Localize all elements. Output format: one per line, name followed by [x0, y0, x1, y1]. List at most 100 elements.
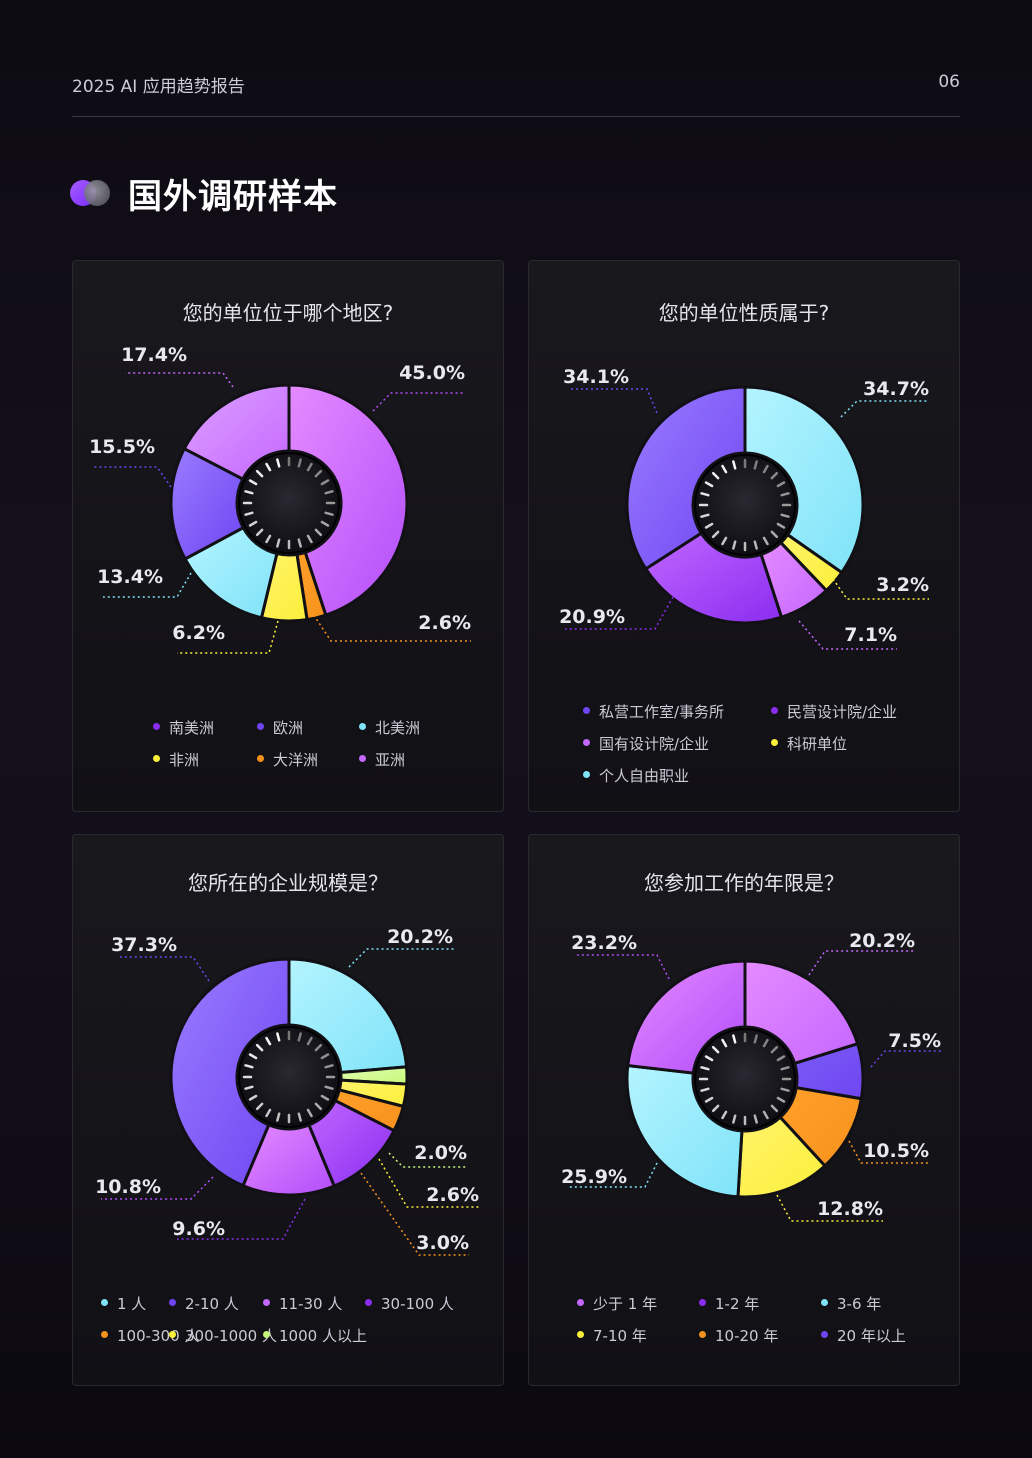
- data-label: 7.5%: [888, 1030, 941, 1052]
- legend-swatch-icon: [577, 1299, 584, 1306]
- legend-item: 民营设计院/企业: [771, 701, 897, 722]
- donut-slice: [643, 531, 784, 625]
- legend-swatch-icon: [821, 1299, 828, 1306]
- legend-label: 1-2 年: [715, 1295, 760, 1313]
- legend-label: 南美洲: [169, 719, 215, 737]
- legend-item: 欧洲: [257, 717, 303, 738]
- leader-line: [348, 948, 455, 968]
- legend-item: 北美洲: [359, 717, 420, 738]
- section-bullet-icon: [70, 178, 114, 208]
- legend-item: 南美洲: [153, 717, 214, 738]
- chart-card-region: 您的单位位于哪个地区? 45.0% 2.6% 6.2% 13.4% 15.5% 17.4%…: [72, 260, 504, 812]
- data-label: 2.0%: [414, 1142, 467, 1164]
- legend-label: 个人自由职业: [599, 767, 690, 785]
- data-label: 2.6%: [418, 612, 471, 634]
- legend-swatch-icon: [263, 1299, 270, 1306]
- leader-line: [776, 1194, 883, 1222]
- leader-line: [577, 954, 670, 980]
- donut-slice: [287, 957, 409, 1075]
- legend-swatch-icon: [771, 739, 778, 746]
- leader-line: [101, 1176, 214, 1200]
- legend-swatch-icon: [365, 1299, 372, 1306]
- legend-item: 7-10 年: [577, 1325, 647, 1346]
- legend-label: 欧洲: [273, 719, 304, 737]
- legend-item: 私营工作室/事务所: [583, 701, 724, 722]
- legend-label: 100-300 人: [117, 1327, 200, 1345]
- leader-line: [93, 466, 172, 488]
- legend-label: 民营设计院/企业: [787, 703, 898, 721]
- legend-swatch-icon: [263, 1331, 270, 1338]
- data-label: 34.7%: [863, 378, 929, 400]
- data-label: 6.2%: [172, 622, 225, 644]
- legend-swatch-icon: [821, 1331, 828, 1338]
- data-label: 3.2%: [876, 574, 929, 596]
- donut-slice: [743, 385, 865, 575]
- data-label: 12.8%: [817, 1198, 883, 1220]
- chart-title: 您的单位位于哪个地区?: [182, 301, 394, 325]
- legend-label: 亚洲: [375, 751, 406, 769]
- donut-slice: [169, 957, 291, 1188]
- legend-swatch-icon: [771, 707, 778, 714]
- legend-swatch-icon: [577, 1331, 584, 1338]
- leader-line: [569, 388, 658, 414]
- data-label: 9.6%: [172, 1218, 225, 1240]
- legend-swatch-icon: [153, 723, 160, 730]
- data-label: 10.8%: [95, 1176, 161, 1198]
- legend-item: 大洋洲: [257, 749, 318, 770]
- donut-slice: [625, 385, 747, 571]
- legend-label: 3-6 年: [837, 1295, 882, 1313]
- leader-line: [360, 1172, 469, 1256]
- leader-line: [388, 1152, 467, 1168]
- legend-label: 私营工作室/事务所: [599, 703, 725, 721]
- chart-title: 您的单位性质属于?: [658, 301, 830, 325]
- data-label: 17.4%: [121, 344, 187, 366]
- data-label: 34.1%: [563, 366, 629, 388]
- leader-line: [117, 956, 210, 982]
- data-label: 13.4%: [97, 566, 163, 588]
- legend-item: 1000 人以上: [263, 1325, 367, 1346]
- legend-swatch-icon: [583, 707, 590, 714]
- legend-swatch-icon: [583, 739, 590, 746]
- legend-item: 非洲: [153, 749, 199, 770]
- chart-card-unit-type: 您的单位性质属于? 34.7% 3.2% 7.1% 20.9% 34.1% 私营工作室/…: [528, 260, 960, 812]
- legend-label: 1000 人以上: [279, 1327, 367, 1345]
- donut-slice: [743, 959, 860, 1066]
- legend-item: 2-10 人: [169, 1293, 239, 1314]
- legend-label: 11-30 人: [279, 1295, 343, 1313]
- legend-swatch-icon: [699, 1331, 706, 1338]
- legend-label: 20 年以上: [837, 1327, 906, 1345]
- legend-swatch-icon: [101, 1299, 108, 1306]
- data-label: 37.3%: [111, 934, 177, 956]
- legend-item: 300-1000 人: [169, 1325, 277, 1346]
- leader-line: [310, 610, 471, 642]
- legend-item: 少于 1 年: [577, 1293, 657, 1314]
- data-label: 15.5%: [89, 436, 155, 458]
- legend-swatch-icon: [169, 1299, 176, 1306]
- data-label: 45.0%: [399, 362, 465, 384]
- donut-center-dial-icon: [238, 452, 340, 554]
- legend-label: 2-10 人: [185, 1295, 239, 1313]
- legend-item: 科研单位: [771, 733, 847, 754]
- chart-card-company-size: 您所在的企业规模是？ 20.2% 2.0% 2.6% 3.0% 9.6% 10.8% 37.…: [72, 834, 504, 1386]
- legend-item: 个人自由职业: [583, 765, 689, 786]
- legend-item: 100-300 人: [101, 1325, 199, 1346]
- data-label: 20.9%: [559, 606, 625, 628]
- leader-line: [177, 620, 279, 654]
- legend-swatch-icon: [169, 1331, 176, 1338]
- leader-line: [840, 400, 929, 418]
- section-heading: 国外调研样本: [70, 168, 338, 218]
- legend-swatch-icon: [153, 755, 160, 762]
- page-header: 2025 AI 应用趋势报告 06: [72, 72, 960, 117]
- legend-item: 10-20 年: [699, 1325, 778, 1346]
- legend-label: 300-1000 人: [185, 1327, 277, 1345]
- data-label: 20.2%: [849, 930, 915, 952]
- leader-line: [372, 392, 465, 412]
- legend-label: 10-20 年: [715, 1327, 779, 1345]
- legend-item: 3-6 年: [821, 1293, 881, 1314]
- donut-center-dial-icon: [694, 454, 796, 556]
- legend-swatch-icon: [257, 755, 264, 762]
- legend-label: 科研单位: [787, 735, 848, 753]
- data-label: 7.1%: [844, 624, 897, 646]
- legend-item: 20 年以上: [821, 1325, 906, 1346]
- legend-item: 亚洲: [359, 749, 405, 770]
